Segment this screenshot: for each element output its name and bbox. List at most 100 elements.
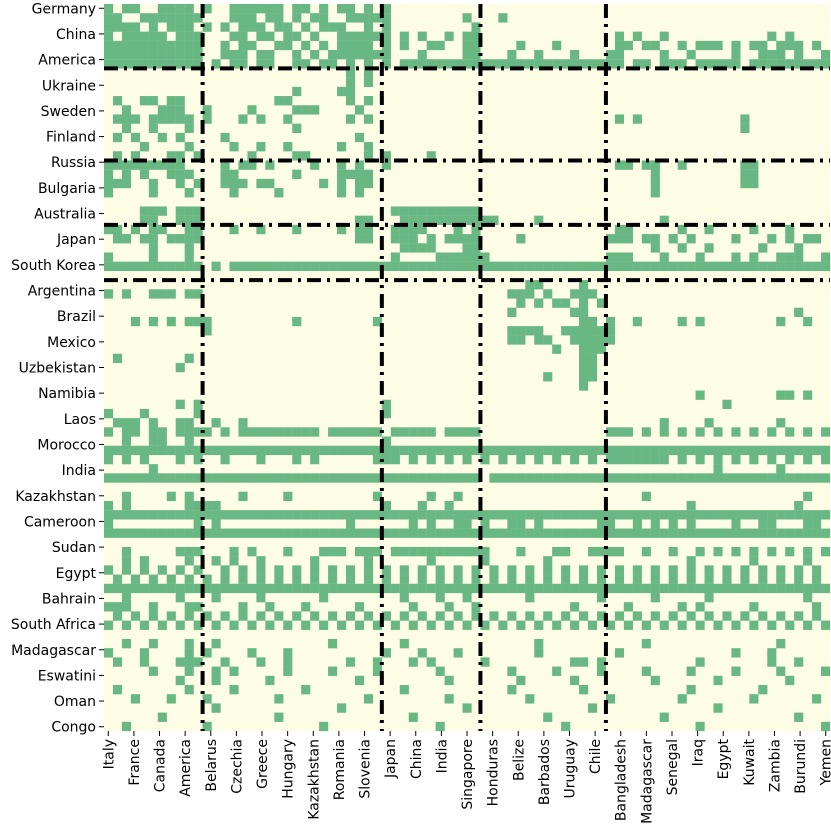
heatmap-cell	[749, 454, 759, 465]
heatmap-cell	[157, 565, 167, 575]
heatmap-cell	[498, 13, 508, 23]
heatmap-cell	[426, 491, 436, 502]
heatmap-cell	[588, 473, 598, 483]
heatmap-cell	[148, 188, 158, 198]
heatmap-cell	[202, 648, 212, 658]
heatmap-cell	[408, 427, 418, 437]
heatmap-cell	[749, 556, 759, 566]
heatmap-cell	[776, 261, 786, 272]
heatmap-cell	[184, 556, 194, 566]
heatmap-cell	[363, 528, 374, 538]
heatmap-cell	[579, 298, 589, 308]
heatmap-cell	[480, 215, 490, 226]
heatmap-cell	[175, 445, 185, 456]
heatmap-cell	[193, 408, 203, 419]
heatmap-cell	[121, 114, 132, 124]
heatmap-cell	[148, 666, 158, 676]
heatmap-cell	[426, 234, 436, 244]
y-tick-label: China	[56, 27, 96, 43]
x-tick-label: Italy	[101, 739, 117, 769]
heatmap-cell	[157, 445, 167, 456]
heatmap-cell	[121, 50, 132, 60]
heatmap-cell	[713, 464, 723, 474]
heatmap-cell	[121, 445, 132, 456]
heatmap-cell	[381, 31, 391, 41]
heatmap-cell	[471, 252, 481, 262]
heatmap-cell	[104, 160, 114, 170]
heatmap-cell	[803, 316, 813, 327]
heatmap-cell	[157, 289, 167, 299]
heatmap-cell	[417, 648, 427, 658]
heatmap-cell	[283, 648, 293, 658]
heatmap-cell	[462, 454, 472, 465]
heatmap-cell	[462, 243, 472, 253]
heatmap-cell	[229, 31, 239, 41]
heatmap-cell	[184, 528, 194, 538]
heatmap-cell	[614, 454, 624, 465]
heatmap-cell	[363, 169, 374, 179]
heatmap-cell	[328, 611, 338, 621]
heatmap-cell	[650, 473, 660, 483]
heatmap-cell	[722, 59, 732, 69]
heatmap-cell	[148, 40, 158, 51]
heatmap-cell	[704, 574, 714, 584]
heatmap-cell	[157, 114, 167, 124]
heatmap-cell	[605, 510, 616, 520]
heatmap-cell	[157, 132, 167, 143]
heatmap-cell	[175, 105, 185, 115]
heatmap-cell	[489, 611, 499, 621]
heatmap-cell	[561, 721, 571, 732]
heatmap-cell	[104, 510, 114, 520]
heatmap-cell	[803, 491, 813, 502]
heatmap-cell	[588, 454, 598, 465]
heatmap-cell	[193, 620, 203, 630]
x-tick-label: Belize	[511, 739, 527, 781]
heatmap-cell	[346, 86, 356, 97]
heatmap-cell	[130, 418, 140, 428]
heatmap-cell	[588, 261, 598, 272]
heatmap-cell	[184, 648, 194, 658]
heatmap-cell	[453, 510, 463, 520]
heatmap-cell	[337, 178, 347, 189]
heatmap-cell	[785, 59, 795, 69]
heatmap-cell	[121, 436, 132, 446]
heatmap-cell	[525, 583, 535, 594]
heatmap-cell	[507, 528, 517, 538]
heatmap-cell	[552, 666, 562, 676]
heatmap-cell	[408, 224, 418, 235]
heatmap-cell	[265, 4, 275, 14]
heatmap-cell	[381, 22, 391, 32]
heatmap-cell	[641, 59, 651, 69]
heatmap-cell	[328, 59, 338, 69]
heatmap-cell	[408, 261, 418, 272]
heatmap-cell	[803, 620, 813, 630]
heatmap-cell	[713, 59, 723, 69]
heatmap-cell	[193, 399, 203, 410]
heatmap-cell	[354, 224, 365, 235]
heatmap-cell	[758, 445, 768, 456]
heatmap-cell	[104, 408, 114, 419]
heatmap-cell	[354, 427, 365, 437]
heatmap-cell	[489, 574, 499, 584]
heatmap-cell	[776, 473, 786, 483]
y-tick-label: South Korea	[11, 258, 96, 274]
heatmap-cell	[346, 68, 356, 78]
heatmap-cell	[444, 583, 454, 594]
heatmap-cell	[104, 473, 114, 483]
heatmap-cell	[166, 316, 176, 327]
heatmap-cell	[785, 546, 795, 557]
heatmap-cell	[130, 445, 140, 456]
heatmap-cell	[265, 261, 275, 272]
heatmap-cell	[677, 602, 687, 612]
heatmap-cell	[310, 13, 320, 23]
heatmap-cell	[740, 445, 750, 456]
heatmap-cell	[435, 583, 445, 594]
heatmap-cell	[184, 243, 194, 253]
heatmap-cell	[785, 473, 795, 483]
heatmap-cell	[695, 528, 705, 538]
heatmap-cell	[112, 602, 123, 612]
heatmap-cell	[713, 473, 723, 483]
heatmap-cell	[256, 611, 266, 621]
x-tick-label: Senegal	[665, 739, 681, 795]
heatmap-cell	[337, 445, 347, 456]
